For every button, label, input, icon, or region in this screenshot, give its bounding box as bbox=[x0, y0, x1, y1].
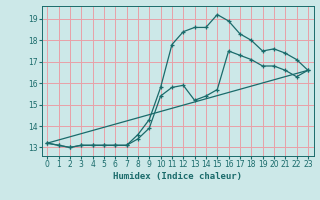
X-axis label: Humidex (Indice chaleur): Humidex (Indice chaleur) bbox=[113, 172, 242, 181]
